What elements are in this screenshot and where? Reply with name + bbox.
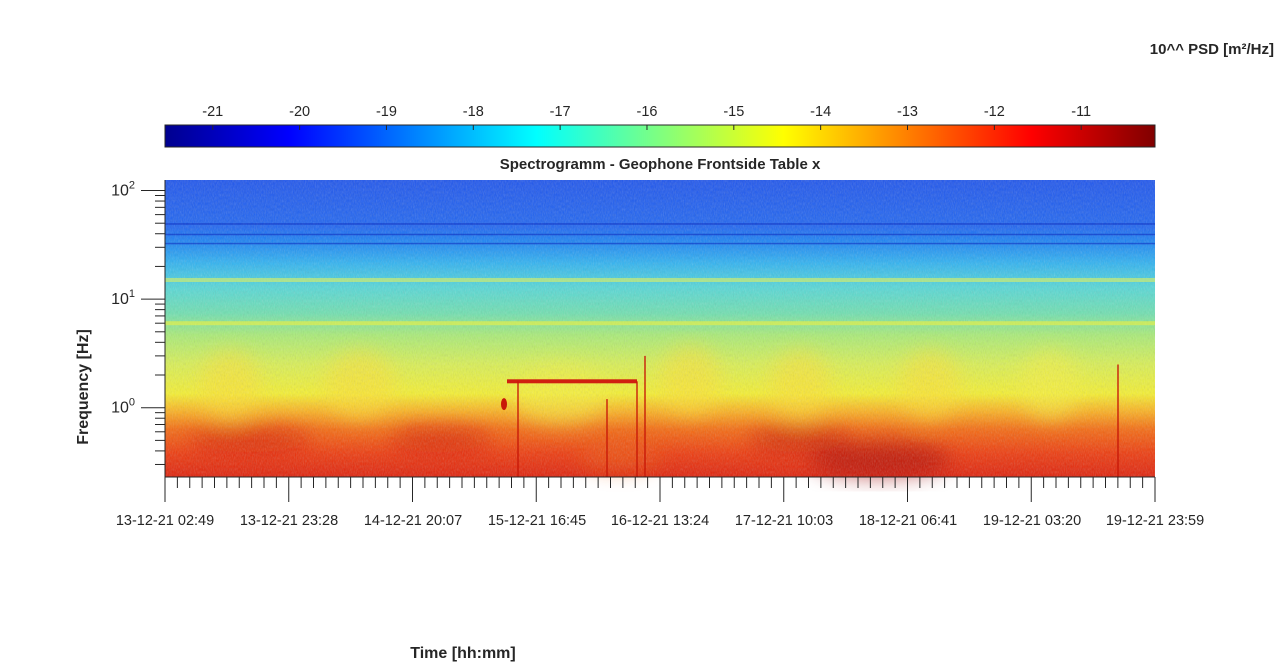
x-tick-label: 13-12-21 02:49	[116, 513, 214, 529]
y-axis-label: Frequency [Hz]	[75, 329, 92, 445]
colorbar-tick-label: -20	[289, 104, 310, 120]
x-tick-label: 14-12-21 20:07	[364, 513, 462, 529]
y-axis: 100 101 102 Frequency [Hz]	[75, 180, 166, 477]
x-axis-label: Time [hh:mm]	[410, 645, 515, 662]
colorbar-gradient	[164, 124, 1156, 148]
colorbar-tick-label: -12	[984, 104, 1005, 120]
band-hf-line	[165, 223, 1155, 225]
feature-1-75hz-line	[507, 379, 637, 384]
band-15hz	[165, 277, 1155, 282]
x-tick-label: 19-12-21 03:20	[983, 513, 1081, 529]
x-tick-label: 13-12-21 23:28	[240, 513, 338, 529]
colorbar-tick-label: -17	[550, 104, 571, 120]
colorbar-label: 10^^ PSD [m²/Hz]	[1150, 41, 1274, 58]
colorbar: -21 -20 -19 -18 -17 -16 -15 -14 -13 -12 -11 10^^ P…	[164, 41, 1274, 148]
colorbar-tick-label: -11	[1071, 104, 1091, 120]
y-tick-label: 100	[111, 397, 135, 417]
colorbar-tick-label: -14	[810, 104, 831, 120]
x-tick-label: 16-12-21 13:24	[611, 513, 709, 529]
x-axis: 13-12-21 02:49 13-12-21 23:28 14-12-21 20:…	[116, 476, 1204, 662]
y-tick-label: 101	[111, 288, 135, 308]
x-tick-label: 18-12-21 06:41	[859, 513, 957, 529]
x-ticks: 13-12-21 02:49 13-12-21 23:28 14-12-21 20:…	[116, 477, 1204, 529]
colorbar-tick-label: -21	[202, 104, 223, 120]
band-hf-line	[165, 242, 1155, 245]
y-tick-label: 102	[111, 180, 135, 200]
colorbar-tick-label: -16	[636, 104, 657, 120]
x-tick-label: 15-12-21 16:45	[488, 513, 586, 529]
spectrogram-features	[165, 223, 1155, 477]
band-6hz	[165, 321, 1155, 326]
colorbar-tick-label: -18	[463, 104, 484, 120]
y-ticks: 100 101 102	[111, 180, 166, 477]
colorbar-ticks: -21 -20 -19 -18 -17 -16 -15 -14 -13 -12 -11	[202, 104, 1091, 130]
x-tick-label: 19-12-21 23:59	[1106, 513, 1204, 529]
band-hf-line	[165, 233, 1155, 236]
feature-blob	[501, 398, 507, 411]
colorbar-tick-label: -15	[723, 104, 744, 120]
chart-title: Spectrogramm - Geophone Frontside Table …	[500, 156, 821, 173]
spectrogram-plot-area	[165, 180, 1155, 478]
colorbar-tick-label: -19	[376, 104, 397, 120]
spectrogram-noise	[165, 180, 1155, 477]
colorbar-tick-label: -13	[897, 104, 918, 120]
x-tick-label: 17-12-21 10:03	[735, 513, 833, 529]
